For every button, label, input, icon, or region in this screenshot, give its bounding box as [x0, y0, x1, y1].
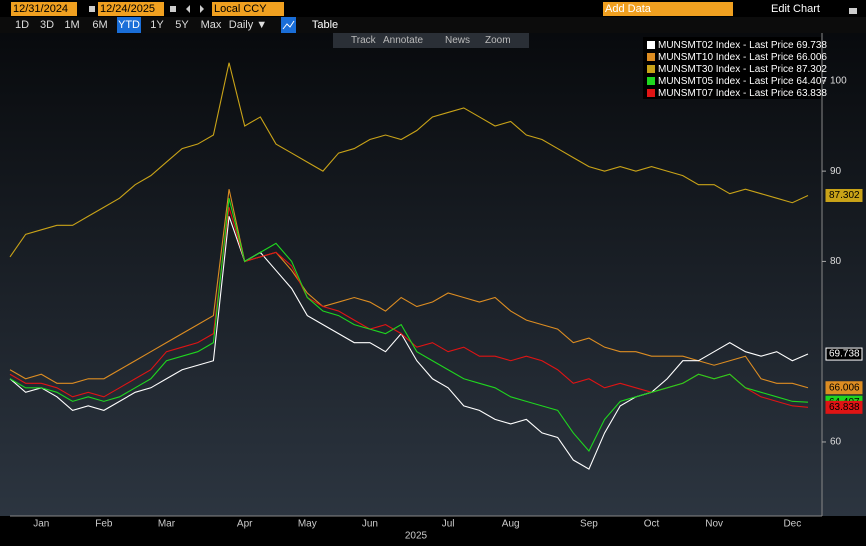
tool-button[interactable]: News	[445, 35, 471, 46]
x-tick-label: Jul	[442, 519, 455, 530]
start-date[interactable]: 12/31/2024	[11, 2, 77, 16]
toolbar-icons	[89, 5, 857, 30]
last-value-tag: 63.838	[829, 402, 860, 413]
y-tick-label: 80	[830, 256, 842, 267]
range-button[interactable]: 1M	[64, 19, 80, 31]
x-tick-label: Mar	[158, 519, 176, 530]
add-data[interactable]: Add Data	[603, 2, 733, 16]
x-tick-label: Dec	[783, 519, 801, 530]
x-tick-label: Jun	[362, 519, 378, 530]
last-value-tag: 66.006	[829, 382, 860, 393]
legend-swatch	[647, 89, 655, 97]
x-tick-label: Jan	[33, 519, 49, 530]
chart-tools: Track Annotate News Zoom	[333, 33, 529, 48]
legend-value: 63.838	[796, 88, 827, 99]
series-line	[9, 198, 809, 452]
last-value-tag-bg	[825, 400, 863, 414]
x-tick-label: May	[298, 519, 317, 530]
plot-background	[0, 33, 866, 516]
x-tick-label: Nov	[705, 519, 723, 530]
legend-value: 66.006	[796, 52, 827, 63]
x-axis-band	[0, 516, 866, 546]
toolbar: 12/31/2024 12/24/2025 Local CCY Add Data…	[0, 0, 866, 17]
legend-value: 69.738	[796, 40, 827, 51]
legend-label: MUNSMT10 Index - Last Price 66.006	[658, 52, 827, 63]
legend-box	[643, 37, 821, 99]
prev-icon[interactable]	[186, 5, 190, 13]
tool-button[interactable]: Annotate	[383, 35, 424, 46]
range-button[interactable]: 1D	[14, 19, 30, 31]
range-button[interactable]: 6M	[92, 19, 108, 31]
range-bar: Daily ▼ Table 1D 3D 1M 6M YTD 1Y 5Y Max	[0, 17, 866, 33]
series-line	[9, 62, 809, 258]
range-button[interactable]: YTD	[117, 17, 141, 33]
table-button[interactable]: Table	[311, 19, 339, 31]
legend-name: MUNSMT30 Index - Last Price	[658, 64, 794, 75]
legend-name: MUNSMT05 Index - Last Price	[658, 76, 794, 87]
series-line	[9, 216, 809, 470]
tool-button[interactable]: Track	[351, 35, 376, 46]
legend-name: MUNSMT10 Index - Last Price	[658, 52, 794, 63]
currency[interactable]: Local CCY	[212, 2, 284, 16]
legend-label: MUNSMT02 Index - Last Price 69.738	[658, 40, 827, 51]
y-tick-label: 60	[830, 437, 842, 448]
settings-icon[interactable]	[849, 8, 857, 14]
legend-swatch	[647, 65, 655, 73]
last-value-tag-bg	[825, 381, 863, 395]
frequency[interactable]: Daily ▼	[228, 19, 268, 31]
series-line	[9, 189, 809, 389]
x-tick-label: Feb	[95, 519, 113, 530]
range-button[interactable]: 3D	[39, 19, 55, 31]
legend-swatch	[647, 77, 655, 85]
last-value-tag-bg	[825, 188, 863, 202]
y-tick-label: 90	[830, 166, 842, 177]
x-tick-label: Apr	[237, 519, 253, 530]
legend-swatch	[647, 41, 655, 49]
legend-value: 87.302	[796, 64, 827, 75]
legend-swatch	[647, 53, 655, 61]
legend-name: MUNSMT07 Index - Last Price	[658, 88, 794, 99]
x-axis-title: 2025	[405, 531, 428, 542]
x-tick-label: Aug	[502, 519, 520, 530]
range-button[interactable]: Max	[200, 19, 222, 31]
calendar-icon[interactable]	[89, 6, 95, 12]
tool-button[interactable]: Zoom	[485, 35, 511, 46]
range-button[interactable]: 1Y	[150, 19, 164, 31]
range-button[interactable]: 5Y	[175, 19, 189, 31]
calendar-icon[interactable]	[170, 6, 176, 12]
last-value-tag: 87.302	[829, 190, 860, 201]
x-tick-label: Sep	[580, 519, 598, 530]
next-icon[interactable]	[200, 5, 204, 13]
last-value-tag-bg	[825, 347, 863, 361]
legend-label: MUNSMT07 Index - Last Price 63.838	[658, 88, 827, 99]
line-chart-icon	[282, 20, 295, 30]
edit-chart[interactable]: Edit Chart	[771, 3, 820, 15]
legend-label: MUNSMT30 Index - Last Price 87.302	[658, 64, 827, 75]
x-tick-label: Oct	[644, 519, 660, 530]
last-value-tag: 69.738	[829, 349, 860, 360]
end-date[interactable]: 12/24/2025	[98, 2, 164, 16]
legend-value: 64.407	[796, 76, 827, 87]
y-tick-label: 100	[830, 75, 847, 86]
legend-name: MUNSMT02 Index - Last Price	[658, 40, 794, 51]
legend-label: MUNSMT05 Index - Last Price 64.407	[658, 76, 827, 87]
